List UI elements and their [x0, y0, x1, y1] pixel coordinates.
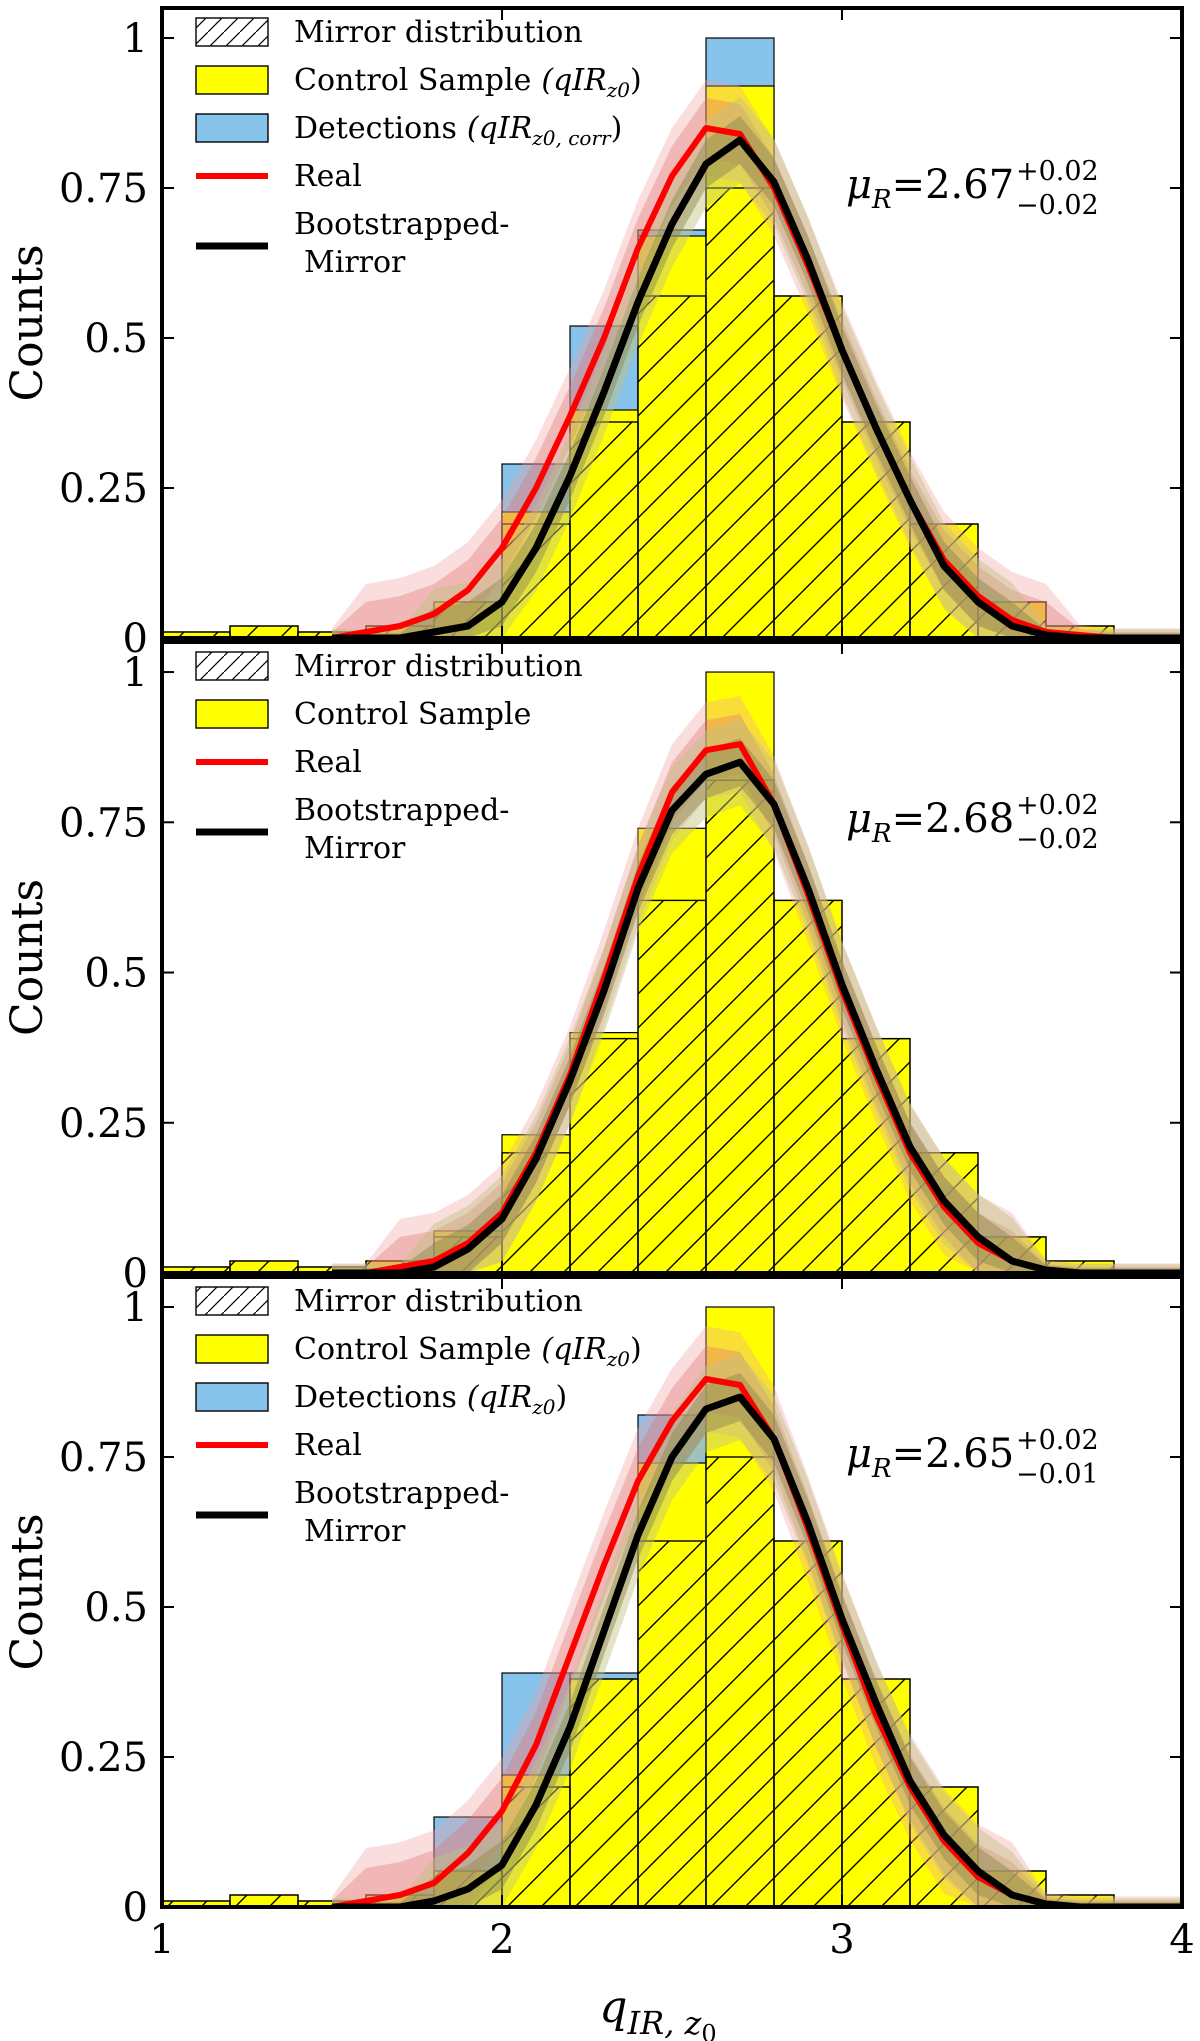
- panel-top: 0 0.25 0.5 0.75 1 Counts Mirror distribution Co…: [2, 6, 1184, 662]
- legend-swatch-control: [195, 65, 269, 95]
- legend-item-real: Real: [196, 1428, 362, 1463]
- plot-frame: [160, 1275, 1184, 1909]
- y-tick-label: 0.25: [59, 1735, 148, 1781]
- legend-swatch-mirror-hatch: [196, 652, 268, 680]
- bootstrapped-mirror-line: [332, 758, 1182, 1273]
- y-tick-label: 1: [123, 1285, 148, 1331]
- mu-plus: +0.02: [1016, 156, 1099, 187]
- mu-minus: −0.01: [1016, 1459, 1099, 1490]
- legend-label: Mirror distribution: [294, 15, 583, 50]
- legend-swatch-detections: [195, 113, 269, 143]
- legend-label: Bootstrapped-: [294, 793, 509, 828]
- legend-label: Control Sample (qIRz0): [294, 63, 642, 102]
- legend-item-control: Control Sample (qIRz0): [195, 1332, 642, 1371]
- bootstrapped-mirror-line: [332, 136, 1182, 638]
- legend-swatch-mirror-hatch: [196, 1287, 268, 1315]
- y-axis-title: Counts: [2, 879, 53, 1036]
- bootstrapped-band-outer: [332, 96, 1182, 638]
- legend-label-line2: Mirror: [304, 1514, 406, 1549]
- bootstrapped-band-inner: [332, 1373, 1182, 1907]
- x-axis-title: qIR, z0: [599, 1982, 716, 2041]
- x-tick-label: 3: [829, 1917, 854, 1963]
- legend-swatch-detections: [195, 1382, 269, 1412]
- y-tick-label: 0.5: [84, 1585, 148, 1631]
- legend-label-line2: Mirror: [304, 831, 406, 866]
- mu-annotation: μR=2.67 +0.02−0.02: [846, 156, 1099, 221]
- legend-label: Real: [294, 1428, 362, 1463]
- mu-minus: −0.02: [1016, 824, 1099, 855]
- mirror-distribution-bar: [637, 295, 707, 638]
- legend-item-boot: Bootstrapped-Mirror: [196, 1476, 509, 1549]
- mirror-distribution-bar: [705, 779, 775, 1273]
- y-tick-label: 0: [123, 616, 148, 662]
- legend-item-boot: Bootstrapped-Mirror: [196, 207, 509, 280]
- legend-label: Control Sample: [294, 697, 531, 732]
- y-axis-title: Counts: [2, 1513, 53, 1670]
- legend-item-control: Control Sample: [195, 697, 531, 732]
- legend-item-detections: Detections (qIRz0): [195, 1380, 567, 1419]
- legend-item-real: Real: [196, 159, 362, 194]
- legend-item-boot: Bootstrapped-Mirror: [196, 793, 509, 866]
- x-tick-label: 2: [489, 1917, 514, 1963]
- y-tick-label: 0.75: [59, 166, 148, 212]
- legend-item-real: Real: [196, 745, 362, 780]
- y-tick-label: 1: [123, 650, 148, 696]
- x-tick-label: 1: [149, 1917, 174, 1963]
- mirror-distribution-bar: [637, 1540, 707, 1907]
- legend-label: Real: [294, 159, 362, 194]
- mu-value: μR=2.67: [846, 162, 1014, 215]
- mu-annotation: μR=2.65 +0.02−0.01: [846, 1425, 1099, 1490]
- y-axis-title: Counts: [2, 244, 53, 401]
- plot-frame: [160, 6, 1184, 640]
- y-tick-label: 0.75: [59, 1435, 148, 1481]
- legend-item-control: Control Sample (qIRz0): [195, 63, 642, 102]
- legend: Mirror distribution Control Sample (qIRz0)…: [195, 1284, 642, 1549]
- mu-value: μR=2.68: [846, 796, 1014, 849]
- legend-item-mirror: Mirror distribution: [195, 15, 583, 50]
- panel-bottom: 0 0.25 0.5 0.75 1 1 2 3 4 Counts Mirror distributi…: [2, 1275, 1195, 1963]
- y-tick-label: 0.25: [59, 466, 148, 512]
- legend-swatch-mirror-hatch: [196, 18, 268, 46]
- legend-label: Control Sample (qIRz0): [294, 1332, 642, 1371]
- panel-middle: 0 0.25 0.5 0.75 1 Counts Mirror distribution Co…: [2, 640, 1184, 1297]
- legend-label: Detections (qIRz0, corr): [294, 111, 622, 150]
- legend-label: Bootstrapped-: [294, 207, 509, 242]
- mirror-distribution-bar: [705, 187, 775, 638]
- mirror-distribution-bar: [705, 1456, 775, 1907]
- mu-plus: +0.02: [1016, 790, 1099, 821]
- legend-item-mirror: Mirror distribution: [195, 1284, 583, 1319]
- y-tick-label: 0: [123, 1251, 148, 1297]
- mirror-distribution-bar: [773, 295, 843, 638]
- mu-value: μR=2.65: [846, 1431, 1014, 1484]
- bootstrapped-mirror-line: [332, 1393, 1182, 1907]
- legend: Mirror distribution Control Sample Real Boo…: [195, 649, 583, 866]
- legend-label-line2: Mirror: [304, 245, 406, 280]
- y-tick-label: 0: [123, 1885, 148, 1931]
- legend-label: Detections (qIRz0): [294, 1380, 567, 1419]
- y-tick-label: 0.75: [59, 800, 148, 846]
- legend: Mirror distribution Control Sample (qIRz0)…: [195, 15, 642, 280]
- bootstrapped-band-inner: [332, 116, 1182, 638]
- legend-label: Bootstrapped-: [294, 1476, 509, 1511]
- plot-frame: [160, 640, 1184, 1275]
- mirror-distribution-bar: [569, 1037, 639, 1273]
- legend-item-detections: Detections (qIRz0, corr): [195, 111, 622, 150]
- legend-swatch-control: [195, 1334, 269, 1364]
- legend-swatch-control: [195, 699, 269, 729]
- legend-label: Mirror distribution: [294, 1284, 583, 1319]
- legend-item-mirror: Mirror distribution: [195, 649, 583, 684]
- mu-minus: −0.02: [1016, 190, 1099, 221]
- x-tick-label: 4: [1169, 1917, 1194, 1963]
- mirror-distribution-bar: [637, 899, 707, 1273]
- real-band-outer: [332, 80, 1182, 638]
- legend-label: Mirror distribution: [294, 649, 583, 684]
- mu-plus: +0.02: [1016, 1425, 1099, 1456]
- y-tick-label: 0.5: [84, 951, 148, 997]
- y-tick-label: 0.5: [84, 316, 148, 362]
- y-tick-label: 1: [123, 16, 148, 62]
- mu-annotation: μR=2.68 +0.02−0.02: [846, 790, 1099, 855]
- legend-label: Real: [294, 745, 362, 780]
- y-tick-label: 0.25: [59, 1101, 148, 1147]
